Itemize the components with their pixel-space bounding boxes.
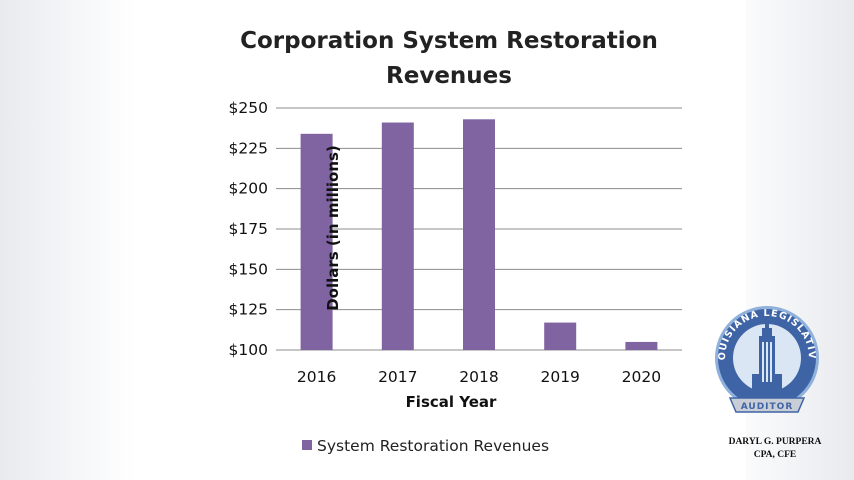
bar-2019 <box>544 322 577 350</box>
y-tick-label: $150 <box>229 260 268 278</box>
signature-credentials: CPA, CFE <box>753 450 797 460</box>
capitol-building-icon <box>752 320 782 392</box>
y-tick-labels: $250 $225 $200 $175 $150 $125 $100 <box>229 99 268 359</box>
bars <box>300 119 658 351</box>
signature-name: DARYL G. PURPERA <box>728 437 822 447</box>
bar-2016 <box>300 133 333 350</box>
bar-2018 <box>463 119 495 350</box>
y-tick-label: $175 <box>229 220 268 238</box>
legislative-auditor-seal: LOUISIANA LEGISLATIVE AUDITOR <box>712 302 819 413</box>
x-tick-label: 2020 <box>622 368 661 386</box>
x-tick-label: 2017 <box>378 368 417 386</box>
y-tick-label: $225 <box>229 139 268 157</box>
x-tick-label: 2016 <box>297 368 336 386</box>
y-tick-label: $200 <box>229 180 268 198</box>
seal-banner-text: AUDITOR <box>741 402 794 412</box>
legend-swatch <box>302 440 312 450</box>
y-tick-label: $125 <box>229 301 268 319</box>
slide: Corporation System Restoration Revenues … <box>136 0 746 480</box>
bar-2020 <box>625 341 658 350</box>
y-axis-label: Dollars (in millions) <box>324 145 342 311</box>
y-tick-label: $100 <box>229 341 268 359</box>
x-axis-label: Fiscal Year <box>406 393 497 411</box>
x-tick-label: 2019 <box>540 368 579 386</box>
chart-title-line-1: Corporation System Restoration <box>240 28 658 54</box>
legend-label: System Restoration Revenues <box>317 437 549 455</box>
bar-chart: Corporation System Restoration Revenues … <box>229 28 682 455</box>
x-tick-label: 2018 <box>459 368 498 386</box>
chart-title-line-2: Revenues <box>386 63 512 89</box>
bar-2017 <box>381 122 414 351</box>
x-tick-labels: 2016 2017 2018 2019 2020 <box>297 368 661 386</box>
y-tick-label: $250 <box>229 99 268 117</box>
